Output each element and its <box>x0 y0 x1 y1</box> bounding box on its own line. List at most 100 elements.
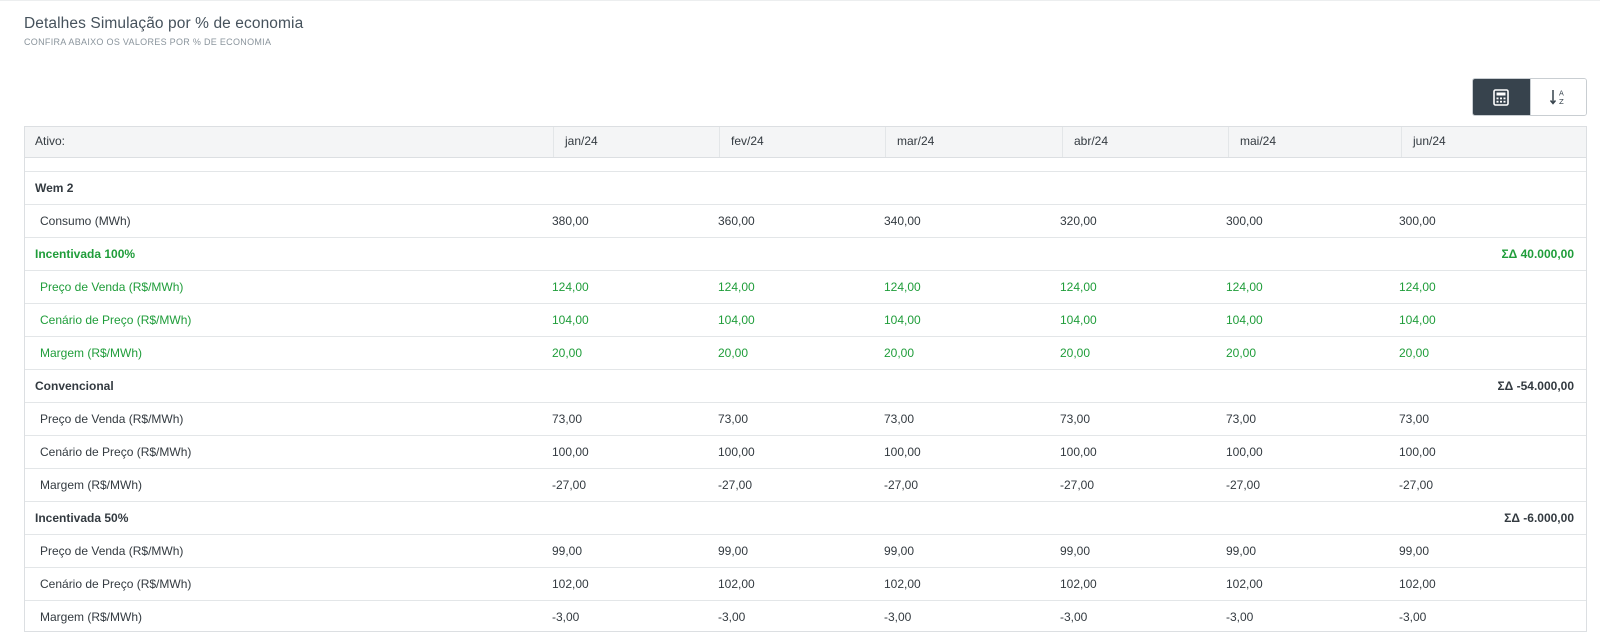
table-row: Margem (R$/MWh) -3,00 -3,00 -3,00 -3,00 … <box>25 601 1586 634</box>
table-row-consumo: Consumo (MWh) 380,00 360,00 340,00 320,0… <box>25 205 1586 238</box>
sort-alpha-icon: A Z <box>1550 90 1564 106</box>
cell-value: 124,00 <box>718 280 755 294</box>
cell-value: 102,00 <box>884 577 921 591</box>
cell-value: 380,00 <box>552 214 589 228</box>
row-label: Margem (R$/MWh) <box>40 478 143 492</box>
cell-value: 100,00 <box>884 445 921 459</box>
cell-value: 20,00 <box>552 346 583 360</box>
cell-value: 340,00 <box>884 214 921 228</box>
group-sum: ΣΔ -6.000,00 <box>1504 511 1574 525</box>
cell-value: 20,00 <box>1226 346 1257 360</box>
table-header-row: Ativo: jan/24 fev/24 mar/24 abr/24 mai/2… <box>25 127 1586 158</box>
cell-value: 20,00 <box>1060 346 1091 360</box>
column-header-jun: jun/24 <box>1401 127 1588 157</box>
cell-value: 124,00 <box>1399 280 1436 294</box>
column-header-mai: mai/24 <box>1228 127 1401 157</box>
cell-value: 73,00 <box>1226 412 1257 426</box>
sort-alpha-button[interactable]: A Z <box>1529 79 1586 115</box>
cell-value: -27,00 <box>552 478 587 492</box>
row-label: Cenário de Preço (R$/MWh) <box>40 313 192 327</box>
group-sum: ΣΔ -54.000,00 <box>1497 379 1574 393</box>
cell-value: 99,00 <box>1226 544 1257 558</box>
cell-value: -27,00 <box>1226 478 1261 492</box>
cell-value: 73,00 <box>884 412 915 426</box>
row-label: Margem (R$/MWh) <box>40 610 143 624</box>
cell-value: 300,00 <box>1226 214 1263 228</box>
cell-value: 99,00 <box>1060 544 1091 558</box>
top-divider <box>0 0 1600 1</box>
page-header: Detalhes Simulação por % de economia CON… <box>24 15 303 47</box>
cell-value: 73,00 <box>552 412 583 426</box>
cell-value: 102,00 <box>552 577 589 591</box>
table-row: Cenário de Preço (R$/MWh) 100,00 100,00 … <box>25 436 1586 469</box>
cell-value: 104,00 <box>884 313 921 327</box>
cell-value: -3,00 <box>884 610 912 624</box>
cell-value: -3,00 <box>1060 610 1088 624</box>
cell-value: -3,00 <box>1399 610 1427 624</box>
asset-name: Wem 2 <box>35 181 74 195</box>
cell-value: 124,00 <box>552 280 589 294</box>
cell-value: 102,00 <box>1226 577 1263 591</box>
cell-value: -27,00 <box>718 478 753 492</box>
column-header-mar: mar/24 <box>885 127 1062 157</box>
view-toggle-group: A Z <box>1472 78 1587 116</box>
group-row-convencional: Convencional ΣΔ -54.000,00 <box>25 370 1586 403</box>
row-label: Cenário de Preço (R$/MWh) <box>40 577 192 591</box>
cell-value: -3,00 <box>1226 610 1254 624</box>
cell-value: 99,00 <box>718 544 749 558</box>
group-sum: ΣΔ 40.000,00 <box>1501 247 1574 261</box>
svg-text:A: A <box>1559 90 1564 98</box>
cell-value: 320,00 <box>1060 214 1097 228</box>
column-header-fev: fev/24 <box>719 127 885 157</box>
svg-text:Z: Z <box>1559 98 1564 106</box>
cell-value: 100,00 <box>1226 445 1263 459</box>
row-label: Preço de Venda (R$/MWh) <box>40 412 184 426</box>
cell-value: -3,00 <box>552 610 580 624</box>
asset-row: Wem 2 <box>25 172 1586 205</box>
cell-value: 102,00 <box>1060 577 1097 591</box>
column-header-jan: jan/24 <box>553 127 719 157</box>
simulation-table: Ativo: jan/24 fev/24 mar/24 abr/24 mai/2… <box>24 126 1587 632</box>
group-row-incentivada-50: Incentivada 50% ΣΔ -6.000,00 <box>25 502 1586 535</box>
cell-value: 100,00 <box>718 445 755 459</box>
cell-value: 20,00 <box>718 346 749 360</box>
table-row: Preço de Venda (R$/MWh) 99,00 99,00 99,0… <box>25 535 1586 568</box>
cell-value: 73,00 <box>1399 412 1430 426</box>
row-label: Margem (R$/MWh) <box>40 346 143 360</box>
calculator-icon <box>1493 88 1510 106</box>
cell-value: 124,00 <box>884 280 921 294</box>
table-row: Preço de Venda (R$/MWh) 73,00 73,00 73,0… <box>25 403 1586 436</box>
cell-value: 300,00 <box>1399 214 1436 228</box>
calculator-view-button[interactable] <box>1473 79 1530 115</box>
cell-value: 102,00 <box>1399 577 1436 591</box>
cell-value: -27,00 <box>884 478 919 492</box>
group-name: Convencional <box>35 379 114 393</box>
spacer-row <box>25 158 1586 172</box>
cell-value: 104,00 <box>1399 313 1436 327</box>
cell-value: 100,00 <box>1399 445 1436 459</box>
cell-value: 124,00 <box>1060 280 1097 294</box>
table-row: Cenário de Preço (R$/MWh) 104,00 104,00 … <box>25 304 1586 337</box>
group-name: Incentivada 100% <box>35 247 136 261</box>
cell-value: 20,00 <box>884 346 915 360</box>
row-label: Preço de Venda (R$/MWh) <box>40 280 184 294</box>
row-label: Consumo (MWh) <box>40 214 131 228</box>
row-label: Preço de Venda (R$/MWh) <box>40 544 184 558</box>
column-header-ativo: Ativo: <box>35 134 66 148</box>
cell-value: -3,00 <box>718 610 746 624</box>
cell-value: 73,00 <box>1060 412 1091 426</box>
cell-value: 104,00 <box>1060 313 1097 327</box>
cell-value: 100,00 <box>1060 445 1097 459</box>
cell-value: 99,00 <box>552 544 583 558</box>
cell-value: 99,00 <box>1399 544 1430 558</box>
page-title: Detalhes Simulação por % de economia <box>24 15 304 32</box>
cell-value: 104,00 <box>552 313 589 327</box>
table-row: Margem (R$/MWh) 20,00 20,00 20,00 20,00 … <box>25 337 1586 370</box>
cell-value: -27,00 <box>1060 478 1095 492</box>
cell-value: 100,00 <box>552 445 589 459</box>
cell-value: -27,00 <box>1399 478 1434 492</box>
table-row: Margem (R$/MWh) -27,00 -27,00 -27,00 -27… <box>25 469 1586 502</box>
table-row: Cenário de Preço (R$/MWh) 102,00 102,00 … <box>25 568 1586 601</box>
cell-value: 102,00 <box>718 577 755 591</box>
cell-value: 99,00 <box>884 544 915 558</box>
